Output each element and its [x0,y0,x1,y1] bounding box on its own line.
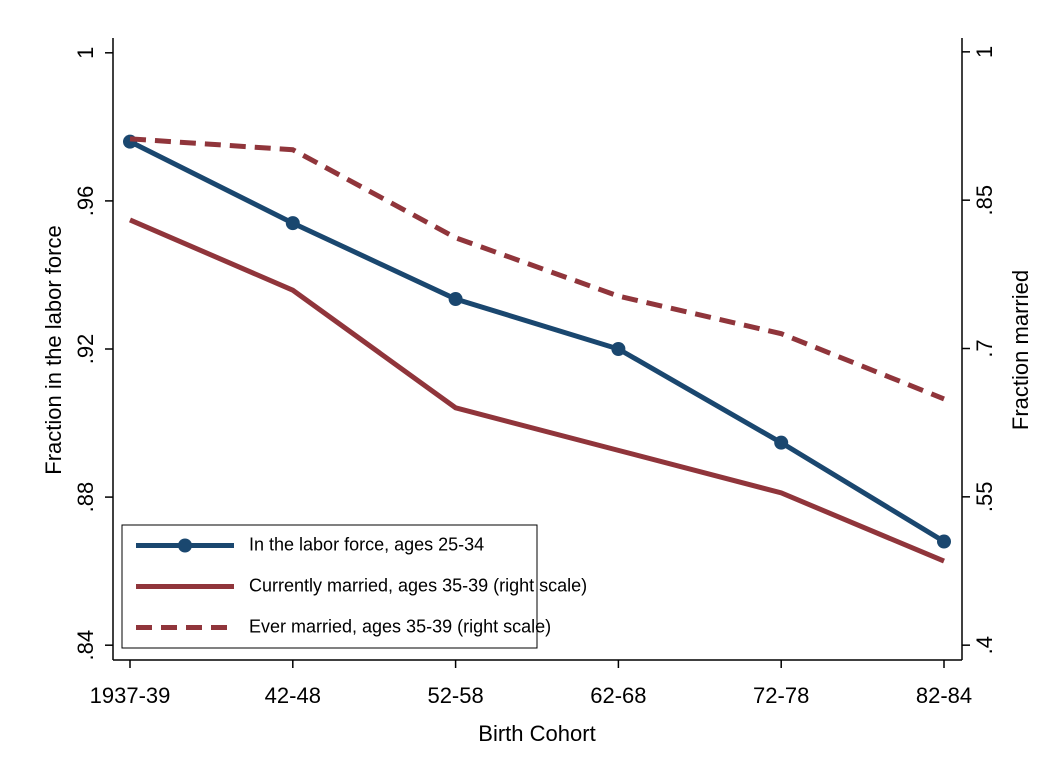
y2-tick-label: .7 [972,339,997,357]
y-tick-label: .88 [73,482,98,513]
y-axis-title: Fraction in the labor force [41,225,66,474]
y-tick-label: .96 [73,186,98,217]
point [937,534,951,549]
y-tick-label: .92 [73,334,98,365]
y2-axis-title: Fraction married [1008,270,1033,430]
y2-tick-label: .85 [972,185,997,216]
x-tick-label: 52-58 [427,683,483,708]
x-tick-label: 62-68 [590,683,646,708]
series-line [129,217,945,564]
legend-marker [178,538,192,553]
point [774,435,789,450]
y-tick-label: 1 [73,47,98,59]
x-tick-label: 82-84 [916,683,972,708]
x-tick-label: 1937-39 [90,683,171,708]
series-line [128,139,946,544]
point [611,342,626,356]
series-line [129,136,945,402]
legend-label: Ever married, ages 35-39 (right scale) [249,616,551,636]
legend-label: Currently married, ages 35-39 (right sca… [249,575,587,595]
legend-label: In the labor force, ages 25-34 [249,534,484,554]
y2-tick-label: .4 [972,636,997,654]
x-tick-label: 42-48 [265,683,321,708]
x-axis-title: Birth Cohort [478,721,595,746]
y-tick-label: .84 [73,630,98,661]
y2-tick-label: .55 [972,482,997,513]
x-tick-label: 72-78 [753,683,809,708]
point [448,292,463,307]
point [285,216,300,231]
y2-tick-label: 1 [972,46,997,58]
